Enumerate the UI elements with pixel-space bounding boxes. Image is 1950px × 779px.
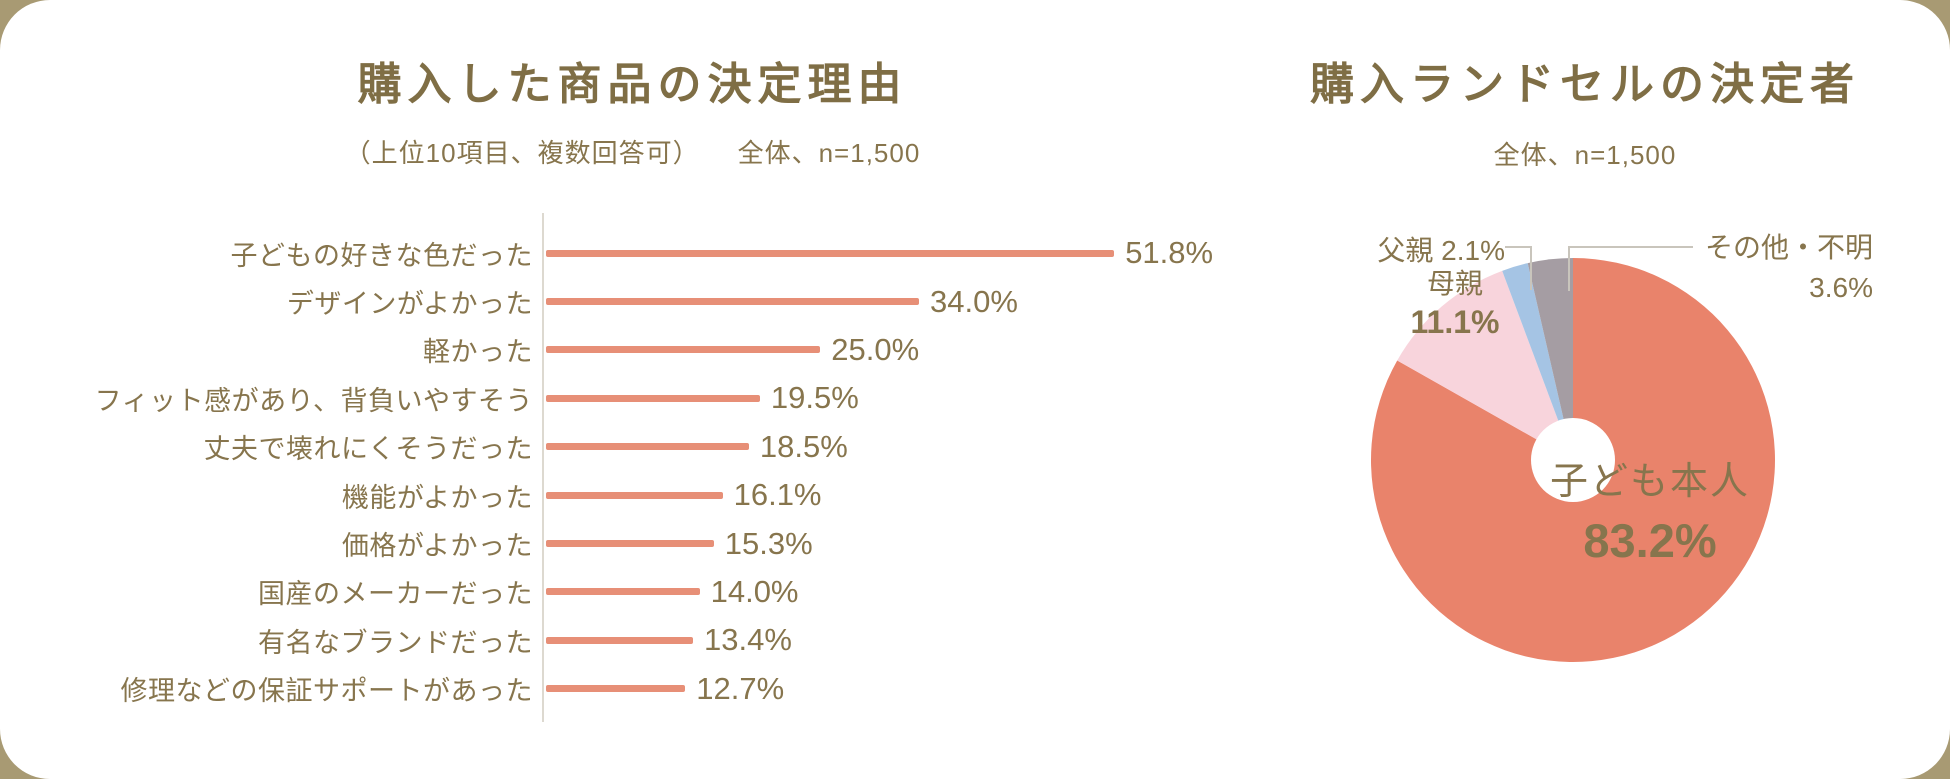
bar: [546, 443, 749, 451]
bar-value-label: 15.3%: [724, 525, 813, 561]
pie-label-other-name: その他・不明: [1704, 232, 1873, 263]
bar-row: 国産のメーカーだった 14.0%: [0, 568, 1265, 616]
pie-slice-3: [1527, 258, 1573, 460]
bar-track: 16.1%: [546, 477, 822, 513]
bar-row: 修理などの保証サポートがあった 12.7%: [0, 665, 1265, 713]
bar: [546, 394, 760, 402]
bar: [546, 491, 723, 499]
bar-value-label: 14.0%: [710, 573, 799, 609]
pie-chart-section: 購入ランドセルの決定者 全体、n=1,500 父親 2.1% その他・不明 3.…: [1265, 0, 1950, 779]
pie-label-mother-name: 母親: [1426, 268, 1483, 299]
bar-category-label: 修理などの保証サポートがあった: [120, 676, 533, 707]
bar-value-label: 34.0%: [930, 283, 1018, 319]
bar-track: 14.0%: [546, 574, 799, 610]
bar-category-label: 子どもの好きな色だった: [230, 240, 533, 271]
bar-value-label: 12.7%: [696, 670, 785, 706]
bar-track: 12.7%: [546, 671, 784, 707]
bar: [546, 588, 700, 596]
pie-label-child: 子ども本人 83.2%: [1510, 450, 1790, 568]
pie-chart-svg: [1370, 246, 1775, 662]
bar-category-label: デザインがよかった: [286, 289, 533, 320]
bar-track: 34.0%: [546, 284, 1018, 320]
leader-line-father: [1505, 246, 1532, 290]
bar-track: 25.0%: [546, 332, 919, 368]
bar-chart-title: 購入した商品の決定理由: [357, 60, 908, 109]
bar-row: 丈夫で壊れにくそうだった 18.5%: [0, 423, 1265, 471]
bar-row: 有名なブランドだった 13.4%: [0, 616, 1265, 664]
pie-label-other-value: 3.6%: [1809, 272, 1873, 304]
bar-category-label: 機能がよかった: [341, 482, 533, 513]
bar-value-label: 19.5%: [770, 380, 859, 416]
pie-label-father-name: 父親: [1377, 235, 1434, 266]
bar-value-label: 51.8%: [1125, 235, 1214, 271]
bar-value-label: 13.4%: [704, 622, 792, 658]
leader-line-other: [1568, 246, 1693, 291]
bar-chart-subtitle: （上位10項目、複数回答可） 全体、n=1,500: [0, 133, 1265, 170]
pie-label-mother-value: 11.1%: [1410, 304, 1500, 340]
bar-category-label: 有名なブランドだった: [258, 627, 533, 658]
donut-hole: [1531, 418, 1615, 502]
bar-track: 19.5%: [546, 380, 859, 416]
bar-chart-y-axis-line: [542, 213, 544, 722]
bar: [546, 346, 821, 354]
bar-category-label: フィット感があり、背負いやすそう: [94, 385, 533, 416]
bar: [546, 685, 686, 693]
bar-row: 機能がよかった 16.1%: [0, 471, 1265, 519]
bar: [546, 636, 693, 644]
bar-track: 51.8%: [546, 235, 1213, 271]
bar-track: 13.4%: [546, 622, 792, 658]
pie-slice-2: [1502, 263, 1573, 460]
bar-track: 15.3%: [546, 526, 813, 562]
bar-chart-subtitle-note: （上位10項目、複数回答可）: [344, 138, 700, 168]
pie-label-father-value: 2.1%: [1441, 235, 1505, 266]
bar-row: 子どもの好きな色だった 51.8%: [0, 229, 1265, 277]
bar-category-label: 軽かった: [423, 337, 533, 368]
bar-value-label: 16.1%: [733, 477, 822, 513]
bar-row: デザインがよかった 34.0%: [0, 277, 1265, 325]
bar-row: 価格がよかった 15.3%: [0, 519, 1265, 567]
bar-chart-section: 購入した商品の決定理由 （上位10項目、複数回答可） 全体、n=1,500 子ど…: [0, 60, 1265, 722]
bar-category-label: 国産のメーカーだった: [258, 579, 533, 610]
bar: [546, 298, 919, 306]
pie-chart-subtitle: 全体、n=1,500: [1493, 140, 1677, 170]
bar: [546, 540, 714, 548]
bar-track: 18.5%: [546, 429, 848, 465]
pie-chart-title: 購入ランドセルの決定者: [1310, 60, 1860, 109]
pie-label-child-name: 子ども本人: [1549, 461, 1750, 503]
bar-rows: 子どもの好きな色だった 51.8% デザインがよかった 34.0% 軽かった 25.0% フ…: [0, 229, 1265, 713]
pie-label-father: 父親 2.1%: [1295, 229, 1505, 269]
bar-chart-subtitle-sample: 全体、n=1,500: [737, 138, 921, 168]
bar-row: フィット感があり、背負いやすそう 19.5%: [0, 374, 1265, 422]
bar-category-label: 丈夫で壊れにくそうだった: [203, 434, 533, 465]
bar-row: 軽かった 25.0%: [0, 326, 1265, 374]
bar: [546, 249, 1115, 257]
pie-slice-1: [1397, 270, 1573, 460]
pie-label-child-value: 83.2%: [1583, 514, 1717, 567]
pie-label-other: その他・不明 3.6%: [1693, 228, 1873, 308]
pie-label-mother: 母親 11.1%: [1365, 262, 1545, 341]
bar-category-label: 価格がよかった: [341, 531, 533, 562]
bar-value-label: 25.0%: [831, 331, 920, 367]
bar-value-label: 18.5%: [759, 428, 848, 464]
